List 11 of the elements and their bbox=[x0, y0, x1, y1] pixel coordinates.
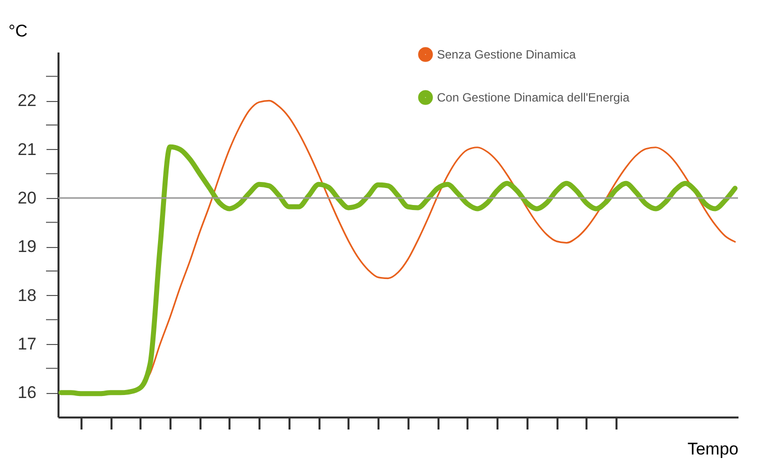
y-tick-label: 22 bbox=[18, 91, 36, 110]
x-axis-title: Tempo bbox=[687, 440, 738, 458]
y-tick-label: 17 bbox=[18, 334, 36, 354]
legend-label: Con Gestione Dinamica dell'Energia bbox=[437, 90, 630, 104]
y-tick-label: 16 bbox=[18, 383, 36, 402]
y-tick-label: 20 bbox=[18, 188, 36, 208]
y-tick-label: 19 bbox=[18, 237, 36, 256]
y-axis-title: °C bbox=[8, 22, 28, 40]
y-tick-label: 21 bbox=[18, 140, 36, 159]
legend-label: Senza Gestione Dinamica bbox=[437, 48, 576, 62]
y-tick-label: 18 bbox=[18, 286, 36, 305]
